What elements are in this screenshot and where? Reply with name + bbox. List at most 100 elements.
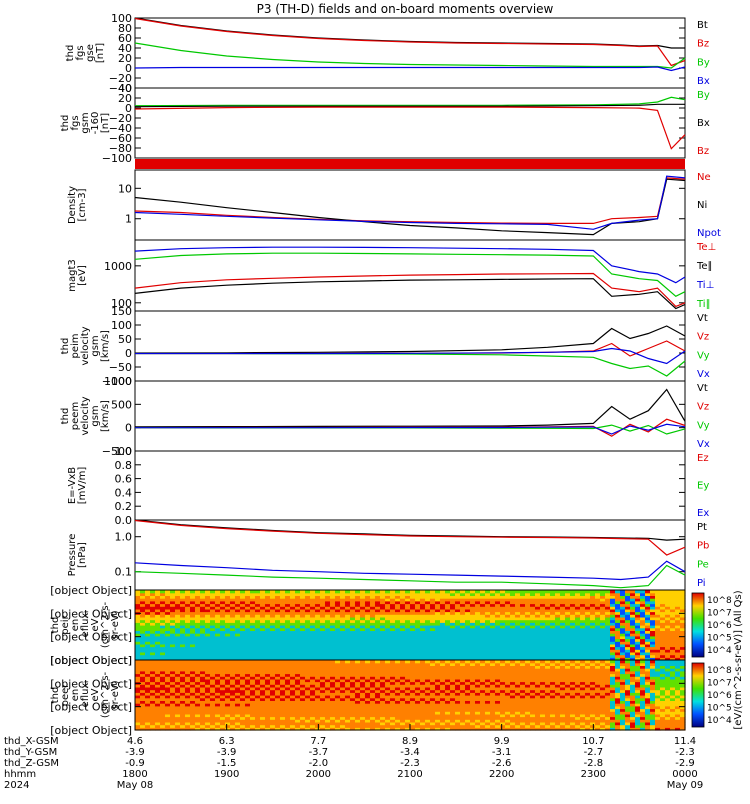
colorbar-tick-label: 10^7 [707, 609, 732, 619]
legend-entry: Te⊥ [696, 242, 716, 253]
legend-entry: Vz [697, 402, 709, 413]
legend-entry: Vx [697, 369, 710, 380]
colorbar-tick-label: 10^6 [707, 621, 732, 631]
series-line [135, 97, 685, 105]
series-line [135, 566, 685, 588]
legend-entry: Ni [697, 200, 707, 211]
series-line [135, 19, 685, 66]
panel-frame [135, 18, 685, 88]
series-line [135, 521, 685, 556]
colorbar-tick-label: 10^4 [707, 646, 732, 656]
series-line [135, 18, 685, 48]
legend-entry: Vz [697, 332, 709, 343]
legend-entry: Bz [697, 146, 709, 157]
legend-entry: Vy [697, 350, 710, 361]
legend-entry: Bt [697, 20, 708, 31]
y-axis-label: [nT] [95, 43, 106, 63]
legend-entry: Ti⊥ [696, 280, 714, 291]
y-tick-label: 0.6 [115, 473, 133, 486]
legend-entry: Bx [697, 118, 710, 129]
y-tick-label: 1.0 [115, 445, 133, 458]
y-tick-label: 0.8 [115, 459, 133, 472]
series-line [135, 178, 685, 224]
y-tick-label: 500 [111, 398, 132, 411]
y-tick-label: 10 [118, 182, 132, 195]
y-tick-label: 50 [118, 333, 132, 346]
colorbar-tick-label: 10^8 [707, 596, 732, 606]
y-tick-label: 0.0 [115, 514, 133, 527]
legend-entry: Ti∥ [696, 299, 711, 310]
series-line [135, 67, 685, 71]
legend-entry: Ey [697, 481, 709, 492]
y-axis-label: [km/s] [100, 400, 111, 432]
y-tick-label: 1.0 [115, 531, 133, 544]
legend-entry: Ex [697, 508, 709, 519]
panel-9: 10^810^710^610^510^4[object Object][obje… [50, 584, 732, 667]
series-line [135, 354, 685, 377]
series-line [135, 107, 685, 149]
panel-frame [135, 311, 685, 381]
legend-entry: Pt [697, 522, 707, 533]
series-line [135, 326, 685, 353]
legend-entry: Te∥ [696, 261, 713, 272]
panel-frame [135, 451, 685, 520]
series-line [135, 43, 685, 68]
colorbar-tick-label: 10^5 [707, 634, 732, 644]
y-tick-label: −100 [102, 152, 132, 165]
y-tick-label: 0.1 [115, 566, 133, 579]
y-tick-label: [object Object] [50, 584, 132, 597]
legend-entry: Vt [697, 313, 708, 324]
colorbar [692, 593, 704, 657]
y-tick-label: 1000 [104, 260, 132, 273]
y-axis-label: [nT] [100, 113, 111, 133]
legend-entry: Npot [697, 228, 721, 239]
panel-10: 10^810^710^610^510^4[object Object][obje… [50, 654, 732, 737]
legend-entry: By [697, 90, 710, 101]
y-tick-label: 1 [125, 213, 132, 226]
legend-entry: By [697, 57, 710, 68]
y-tick-label: 150 [111, 305, 132, 318]
legend-entry: Bz [697, 39, 709, 50]
panel-frame [135, 520, 685, 590]
legend-entry: Ne [697, 172, 711, 183]
legend-entry: Ez [697, 453, 709, 464]
panel-frame [135, 381, 685, 451]
series-line [135, 274, 685, 307]
series-line [135, 390, 685, 427]
series-line [135, 520, 685, 540]
y-axis-label: [km/s] [100, 330, 111, 362]
y-tick-label: 0 [125, 347, 132, 360]
legend-entry: Pe [697, 559, 709, 570]
y-axis-label: [eV] [77, 265, 88, 286]
y-axis-label: sr-eV) [110, 610, 121, 639]
y-tick-label: 0 [125, 422, 132, 435]
series-line [135, 279, 685, 309]
y-axis-label: [mV/m] [77, 467, 88, 505]
legend-entry: Pb [697, 541, 709, 552]
series-line [135, 349, 685, 364]
y-axis-label: [nPa] [77, 542, 88, 568]
legend-entry: Bx [697, 76, 710, 87]
panel-frame [135, 88, 685, 158]
legend-entry: Pi [697, 578, 706, 589]
y-axis-label: [cm-3] [77, 188, 88, 221]
series-line [135, 561, 685, 579]
panel-2 [135, 159, 685, 169]
y-tick-label: 1000 [104, 375, 132, 388]
plot-title: P3 (TH-D) fields and on-board moments ov… [257, 2, 554, 16]
legend-entry: Vt [697, 383, 708, 394]
legend-entry: Vy [697, 420, 710, 431]
y-tick-label: 100 [111, 319, 132, 332]
y-tick-label: 0.4 [115, 486, 133, 499]
y-tick-label: 0.2 [115, 500, 133, 513]
